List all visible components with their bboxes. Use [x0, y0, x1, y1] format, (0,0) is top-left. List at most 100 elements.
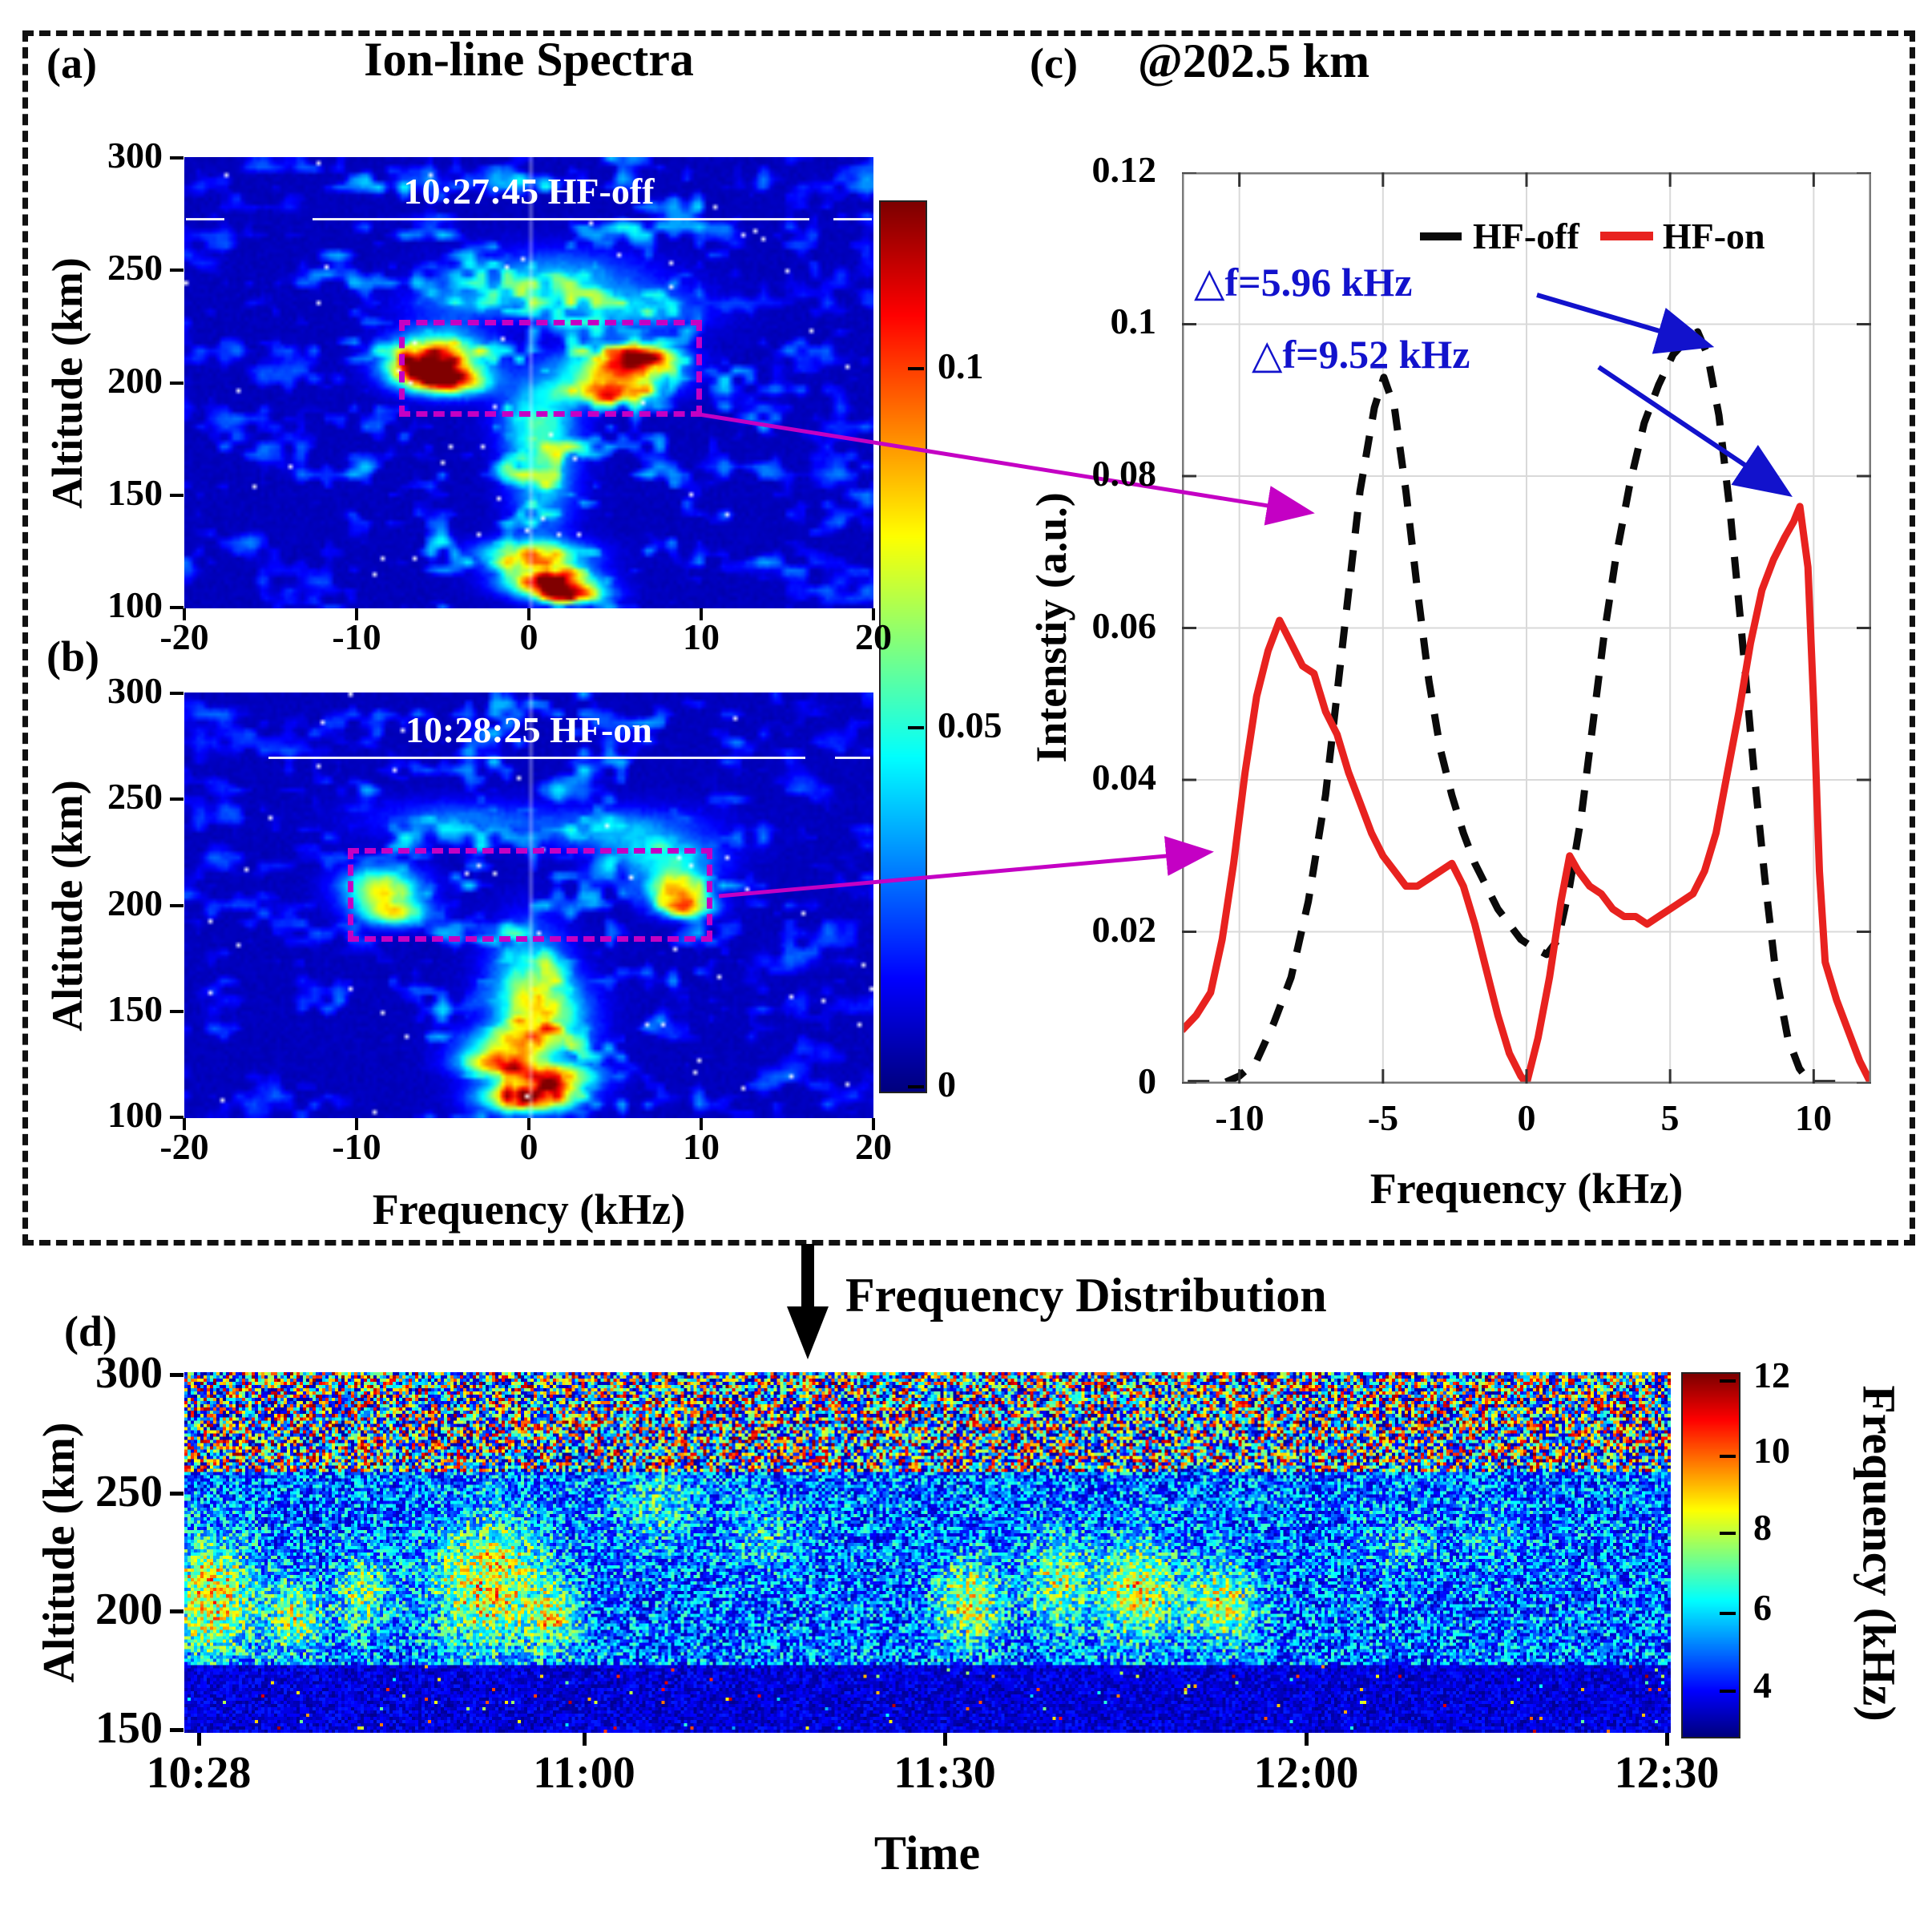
panel-b-xtick: -10	[332, 1126, 381, 1167]
heatmap-b	[184, 692, 873, 1118]
annotation-delta-f-9-52: △f=9.52 kHz	[1252, 332, 1470, 377]
panel-d-ytick: 200	[95, 1585, 163, 1634]
colorbar-d-tick: 12	[1753, 1355, 1790, 1395]
tick-mark-icon	[700, 608, 703, 620]
heatmap-d	[184, 1372, 1671, 1733]
tick-mark-icon	[170, 606, 184, 609]
tick-mark-icon	[197, 1733, 201, 1746]
panel-c-ytick: 0.02	[1091, 909, 1157, 950]
panel-b-xtick: 20	[855, 1126, 892, 1167]
tick-mark-icon	[170, 382, 184, 385]
legend-c: HF-off HF-on	[1420, 215, 1765, 257]
outer-dashed-frame	[22, 30, 1915, 1246]
panel-d-xtick: 11:00	[533, 1748, 635, 1798]
tick-mark-icon	[943, 1733, 947, 1746]
tick-mark-icon	[1720, 1690, 1736, 1693]
panel-a-xtick: 10	[683, 616, 720, 657]
panel-c-xlabel: Frequency (kHz)	[1369, 1165, 1684, 1213]
tick-mark-icon	[1720, 1612, 1736, 1615]
panel-c-ytick: 0.04	[1091, 757, 1157, 797]
tick-mark-icon	[170, 1609, 184, 1613]
panel-b-annotation: 10:28:25 HF-on	[405, 709, 652, 750]
panel-b-xtick: 0	[519, 1126, 538, 1167]
panel-a-ytick: 100	[107, 584, 163, 625]
panel-d-xtick: 10:28	[146, 1748, 252, 1798]
tick-mark-icon	[183, 1118, 186, 1130]
tick-mark-icon	[170, 1010, 184, 1013]
panel-c-xtick: -5	[1367, 1097, 1399, 1138]
tick-mark-icon	[170, 1116, 184, 1119]
panel-a-xtick: 20	[855, 616, 892, 657]
panel-a-ytick: 300	[107, 135, 163, 176]
panel-c-label: (c)	[1030, 39, 1078, 87]
panel-d-label: (d)	[64, 1307, 117, 1355]
tick-mark-icon	[170, 1492, 184, 1496]
colorbar-d-tick: 8	[1753, 1507, 1772, 1548]
panel-d-xtick: 12:30	[1614, 1748, 1720, 1798]
panel-d-xtick: 12:00	[1253, 1748, 1359, 1798]
colorbar-ab-tick: 0.1	[938, 345, 984, 386]
panel-b-ytick: 200	[107, 882, 163, 923]
panel-c-ytick: 0.12	[1091, 149, 1157, 190]
panel-d-ylabel: Altitude (km)	[34, 1422, 84, 1683]
tick-mark-icon	[170, 904, 184, 907]
tick-mark-icon	[355, 1118, 358, 1130]
panel-c-ytick: 0.1	[1110, 301, 1157, 341]
line-plot-c	[1182, 172, 1871, 1084]
heatmap-a	[184, 157, 873, 608]
tick-mark-icon	[170, 1373, 184, 1377]
legend-hf-on-swatch-icon	[1599, 232, 1653, 240]
panel-c-ytick: 0.08	[1091, 453, 1157, 494]
panel-a-ytick: 250	[107, 247, 163, 288]
panel-c-title: @202.5 km	[1138, 34, 1370, 87]
colorbar-ab	[879, 200, 927, 1093]
panel-a-xtick: 0	[519, 616, 538, 657]
legend-hf-off-swatch-icon	[1420, 232, 1462, 240]
panel-c-xtick: -10	[1215, 1097, 1264, 1138]
annotation-delta-f-5-96: △f=5.96 kHz	[1194, 260, 1413, 305]
tick-mark-icon	[355, 608, 358, 620]
panel-b-ytick: 300	[107, 670, 163, 711]
panel-d-ytick: 250	[95, 1467, 163, 1516]
tick-mark-icon	[170, 692, 184, 695]
panel-c-ytick: 0.06	[1091, 605, 1157, 646]
panel-b-xtick: -20	[159, 1126, 209, 1167]
panel-a-title: Ion-line Spectra	[364, 33, 694, 86]
panel-c-ytick: 0	[1138, 1060, 1156, 1101]
tick-mark-icon	[170, 269, 184, 272]
down-arrow-head-icon	[787, 1306, 829, 1359]
tick-mark-icon	[872, 1118, 875, 1130]
tick-mark-icon	[170, 494, 184, 497]
colorbar-ab-tick: 0.05	[938, 705, 1002, 745]
panel-a-underline-stub-right	[833, 218, 872, 220]
legend-hf-on-label: HF-on	[1662, 216, 1765, 256]
tick-mark-icon	[170, 797, 184, 801]
panel-b-underline-stub-right	[835, 757, 870, 759]
panel-c-xtick: 5	[1660, 1097, 1680, 1138]
tick-mark-icon	[170, 1728, 184, 1732]
legend-hf-off-label: HF-off	[1473, 216, 1579, 256]
panel-b-ytick: 100	[107, 1094, 163, 1135]
panel-a-ytick: 150	[107, 472, 163, 513]
panel-a-annotation-underline	[313, 218, 809, 220]
tick-mark-icon	[700, 1118, 703, 1130]
panel-b-xlabel: Frequency (kHz)	[372, 1185, 686, 1234]
panel-b-ytick: 250	[107, 776, 163, 817]
tick-mark-icon	[1720, 1379, 1736, 1383]
tick-mark-icon	[527, 1118, 530, 1130]
panel-a-ytick: 200	[107, 360, 163, 401]
tick-mark-icon	[1665, 1733, 1669, 1746]
tick-mark-icon	[170, 156, 184, 159]
tick-mark-icon	[872, 608, 875, 620]
tick-mark-icon	[183, 608, 186, 620]
panel-d-xtick: 11:30	[893, 1748, 996, 1798]
panel-b-label: (b)	[46, 632, 99, 680]
colorbar-d-tick: 6	[1753, 1587, 1772, 1628]
panel-a-label: (a)	[46, 39, 97, 87]
highlight-region-a	[399, 320, 702, 417]
panel-a-xtick: -10	[332, 616, 381, 657]
panel-c-xtick: 10	[1795, 1097, 1832, 1138]
panel-a-annotation: 10:27:45 HF-off	[403, 171, 655, 212]
panel-a-xtick: -20	[159, 616, 209, 657]
